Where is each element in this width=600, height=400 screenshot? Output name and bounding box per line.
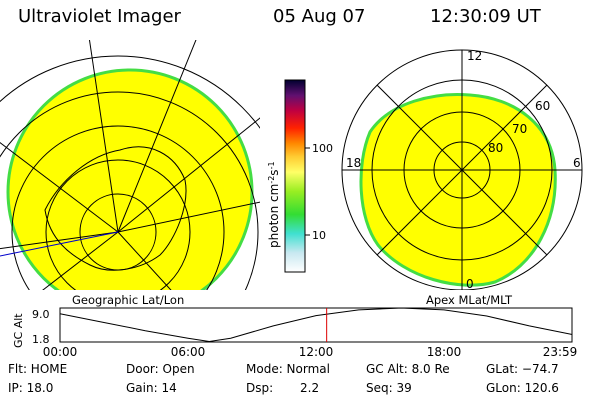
geo-lat-circle xyxy=(0,91,259,290)
color-scale-gradient xyxy=(284,79,306,273)
timeline-frame xyxy=(59,307,573,343)
timeline-xtick-label: 12:00 xyxy=(299,345,334,359)
time-label: 12:30:09 UT xyxy=(430,6,541,27)
geo-panel-label: Geographic Lat/Lon xyxy=(72,293,185,307)
geo-lat-circle xyxy=(79,193,157,271)
apex-image: 12 18 6 0 60 70 80 xyxy=(341,49,583,290)
color-scale-bar: 100 10 photon cm-2s-1 xyxy=(267,79,333,273)
apex-mlt-line xyxy=(376,84,548,256)
geo-meridian xyxy=(42,231,119,290)
flight-status: Flt: HOME xyxy=(8,362,68,376)
mlt-label-right: 6 xyxy=(573,156,581,170)
apex-panel-label: Apex MLat/MLT xyxy=(426,293,513,307)
timeline-xtick-label: 06:00 xyxy=(171,345,206,359)
timeline-ylabel: GC Alt xyxy=(12,313,25,348)
seq-value: Seq: 39 xyxy=(366,381,412,395)
cb-tick-label-100: 100 xyxy=(312,142,333,155)
lat-label-80: 80 xyxy=(488,141,503,155)
geo-meridian xyxy=(88,40,119,233)
glat-value: GLat: −74.7 xyxy=(486,362,559,376)
altitude-curve xyxy=(59,307,572,343)
timeline-ytick-bottom: 1.8 xyxy=(32,333,50,346)
gain-value: Gain: 14 xyxy=(126,381,177,395)
geo-meridian xyxy=(117,231,172,290)
cb-tick-label-10: 10 xyxy=(312,229,326,242)
app-title: Ultraviolet Imager xyxy=(18,6,181,27)
timeline-xtick-label: 18:00 xyxy=(427,345,462,359)
lat-label-70: 70 xyxy=(512,122,527,136)
geo-meridian xyxy=(117,40,197,233)
lat-label-60: 60 xyxy=(535,99,550,113)
colorbar-unit-label: photon cm-2s-1 xyxy=(267,161,281,248)
timeline-xtick-label: 00:00 xyxy=(43,345,78,359)
geo-lat-circle xyxy=(0,55,260,129)
apex-image-disk xyxy=(359,93,557,287)
geo-terminator-line xyxy=(0,231,119,257)
geo-meridian xyxy=(0,141,119,233)
dsp-label: Dsp: xyxy=(246,381,274,395)
date-label: 05 Aug 07 xyxy=(273,6,366,27)
altitude-timeline: GC Alt 9.0 1.8 00:00 06:00 12:00 18:00 23:59 xyxy=(12,307,578,359)
mlt-label-bottom: 0 xyxy=(466,277,474,290)
geo-lat-circle xyxy=(11,125,225,290)
geo-lat-circle xyxy=(45,159,191,290)
timeline-ytick-top: 9.0 xyxy=(32,308,50,321)
dsp-value: 2.2 xyxy=(300,381,320,395)
timeline-xtick-label: 23:59 xyxy=(543,345,578,359)
door-status: Door: Open xyxy=(126,362,195,376)
mlt-label-top: 12 xyxy=(467,49,482,63)
glon-value: GLon: 120.6 xyxy=(486,381,559,395)
geo-meridian xyxy=(0,231,119,250)
mode-status: Mode: Normal xyxy=(246,362,330,376)
geo-meridian xyxy=(117,201,260,233)
ip-value: IP: 18.0 xyxy=(8,381,54,395)
gc-alt-value: GC Alt: 8.0 Re xyxy=(366,362,450,376)
geo-image-disk xyxy=(6,68,254,290)
geo-meridian xyxy=(117,117,260,233)
geographic-image xyxy=(0,40,260,290)
antarctica-outline xyxy=(44,146,187,271)
mlt-label-left: 18 xyxy=(346,156,361,170)
